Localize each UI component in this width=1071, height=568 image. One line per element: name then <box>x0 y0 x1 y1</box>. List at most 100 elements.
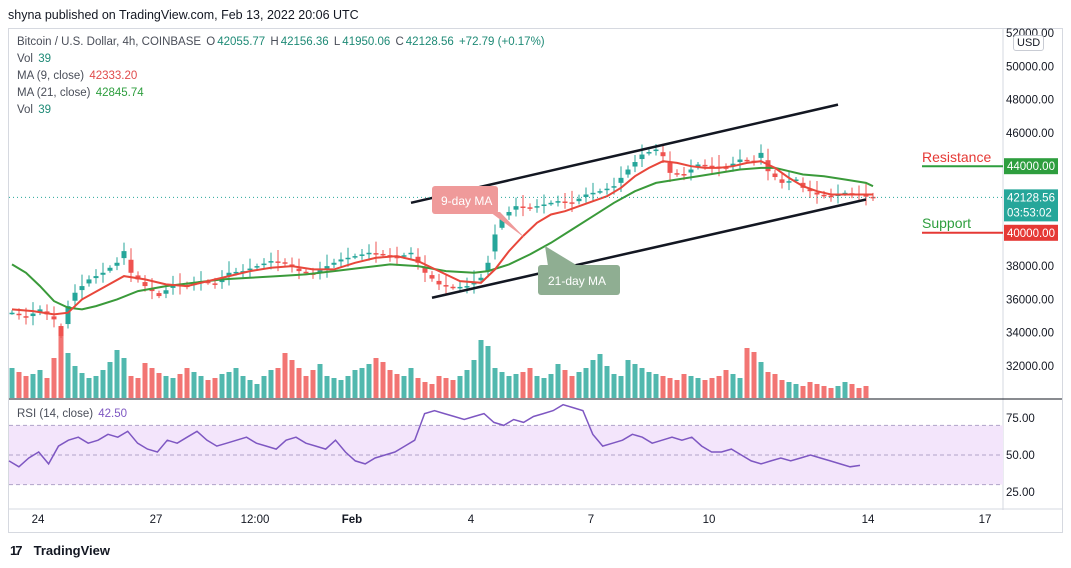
candle-body <box>597 191 603 193</box>
ma9-line <box>11 160 873 316</box>
volume-bar <box>205 380 211 398</box>
candle-body <box>233 271 239 274</box>
ma9-legend: MA (9, close) 42333.20 <box>17 70 139 82</box>
volume-bar <box>338 380 344 398</box>
ohlc-legend: Bitcoin / U.S. Dollar, 4h, COINBASE O 420… <box>17 36 547 48</box>
candle-body <box>142 282 148 287</box>
volume-bar <box>597 354 603 398</box>
countdown-tag: 03:53:02 <box>1007 207 1052 219</box>
volume-bar <box>604 366 610 398</box>
candle-body <box>58 326 64 337</box>
candle-body <box>548 202 554 205</box>
candle-body <box>667 162 673 173</box>
volume-bar <box>212 378 218 398</box>
candle-body <box>226 272 232 277</box>
candle-body <box>681 174 687 176</box>
candle-body <box>604 188 610 191</box>
vol2-label: Vol <box>17 104 33 116</box>
ma21-legend: MA (21, close) 42845.74 <box>17 87 146 99</box>
volume-bar <box>296 368 302 398</box>
support-price-tag: 40000.00 <box>1007 228 1055 240</box>
resistance-price-tag-bg <box>1004 158 1058 175</box>
time-tick-label: 7 <box>588 514 594 526</box>
open-label: O <box>206 36 216 48</box>
volume-bar <box>625 360 631 398</box>
ma21-value: 42845.74 <box>95 87 144 99</box>
candle-body <box>275 261 281 263</box>
ma9-callout-pointer <box>490 212 525 238</box>
candle-body <box>541 204 547 206</box>
candle-body <box>674 173 680 175</box>
candle-body <box>429 275 435 279</box>
candle-body <box>443 285 449 287</box>
volume-bar <box>562 370 568 398</box>
tradingview-mark-icon: 17 <box>10 543 22 558</box>
volume-bar <box>107 362 113 398</box>
volume-bar <box>51 358 57 398</box>
volume-bar <box>282 353 288 398</box>
volume-bar <box>240 376 246 398</box>
volume-bar <box>275 368 281 398</box>
candle-body <box>331 262 337 265</box>
current-price-tag: 42128.56 <box>1007 192 1055 204</box>
volume-bar <box>478 340 484 398</box>
candle-body <box>380 253 386 256</box>
volume-bar <box>198 376 204 398</box>
volume-bar <box>807 382 813 398</box>
volume-bar <box>58 336 64 398</box>
candle-body <box>793 179 799 182</box>
rsi-tick-label: 50.00 <box>1006 450 1035 462</box>
volume-bar <box>359 368 365 398</box>
time-tick-label: 10 <box>703 514 716 526</box>
candle-body <box>79 286 85 291</box>
volume-bar <box>583 368 589 398</box>
volume-bar <box>534 376 540 398</box>
rsi-legend: RSI (14, close) 42.50 <box>17 408 129 420</box>
candle-body <box>660 152 666 157</box>
candle-body <box>709 165 715 168</box>
volume-bar <box>716 376 722 398</box>
candle-body <box>23 316 29 318</box>
volume-bar <box>541 378 547 398</box>
currency-button[interactable]: USD <box>1013 35 1045 51</box>
volume-bar <box>394 374 400 398</box>
volume-bar <box>674 380 680 398</box>
volume-bar <box>667 378 673 398</box>
tradingview-brand: TradingView <box>33 543 110 558</box>
volume-bar <box>303 376 309 398</box>
candle-body <box>737 159 743 163</box>
candle-body <box>121 251 127 259</box>
volume-bar <box>436 376 442 398</box>
candle-body <box>366 252 372 255</box>
candle-body <box>338 259 344 262</box>
volume-bar <box>331 378 337 398</box>
time-tick-label: 14 <box>862 514 875 526</box>
candle-body <box>562 201 568 203</box>
volume-bar <box>79 373 85 398</box>
volume-bar <box>779 380 785 398</box>
ma21-callout-pointer <box>545 246 578 266</box>
volume-bar <box>177 374 183 398</box>
close-label: C <box>395 36 404 48</box>
volume-bar <box>373 358 379 398</box>
price-tick-label: 46000.00 <box>1006 128 1054 140</box>
change-value: +72.79 (+0.17%) <box>458 36 545 48</box>
candle-body <box>555 201 561 203</box>
volume-bar <box>247 380 253 398</box>
chart-frame[interactable] <box>8 28 1063 533</box>
volume-bar <box>695 378 701 398</box>
candle-body <box>254 266 260 268</box>
candle-body <box>394 256 400 259</box>
time-tick-label: 27 <box>150 514 163 526</box>
volume-bar <box>681 374 687 398</box>
candle-body <box>506 211 512 216</box>
volume-bar <box>401 376 407 398</box>
candle-body <box>359 254 365 256</box>
candle-body <box>807 189 813 192</box>
open-value: 42055.77 <box>217 36 266 48</box>
volume-bar <box>499 372 505 398</box>
candle-body <box>247 268 253 271</box>
candle-body <box>618 177 624 183</box>
channel-lower-line <box>431 198 867 299</box>
